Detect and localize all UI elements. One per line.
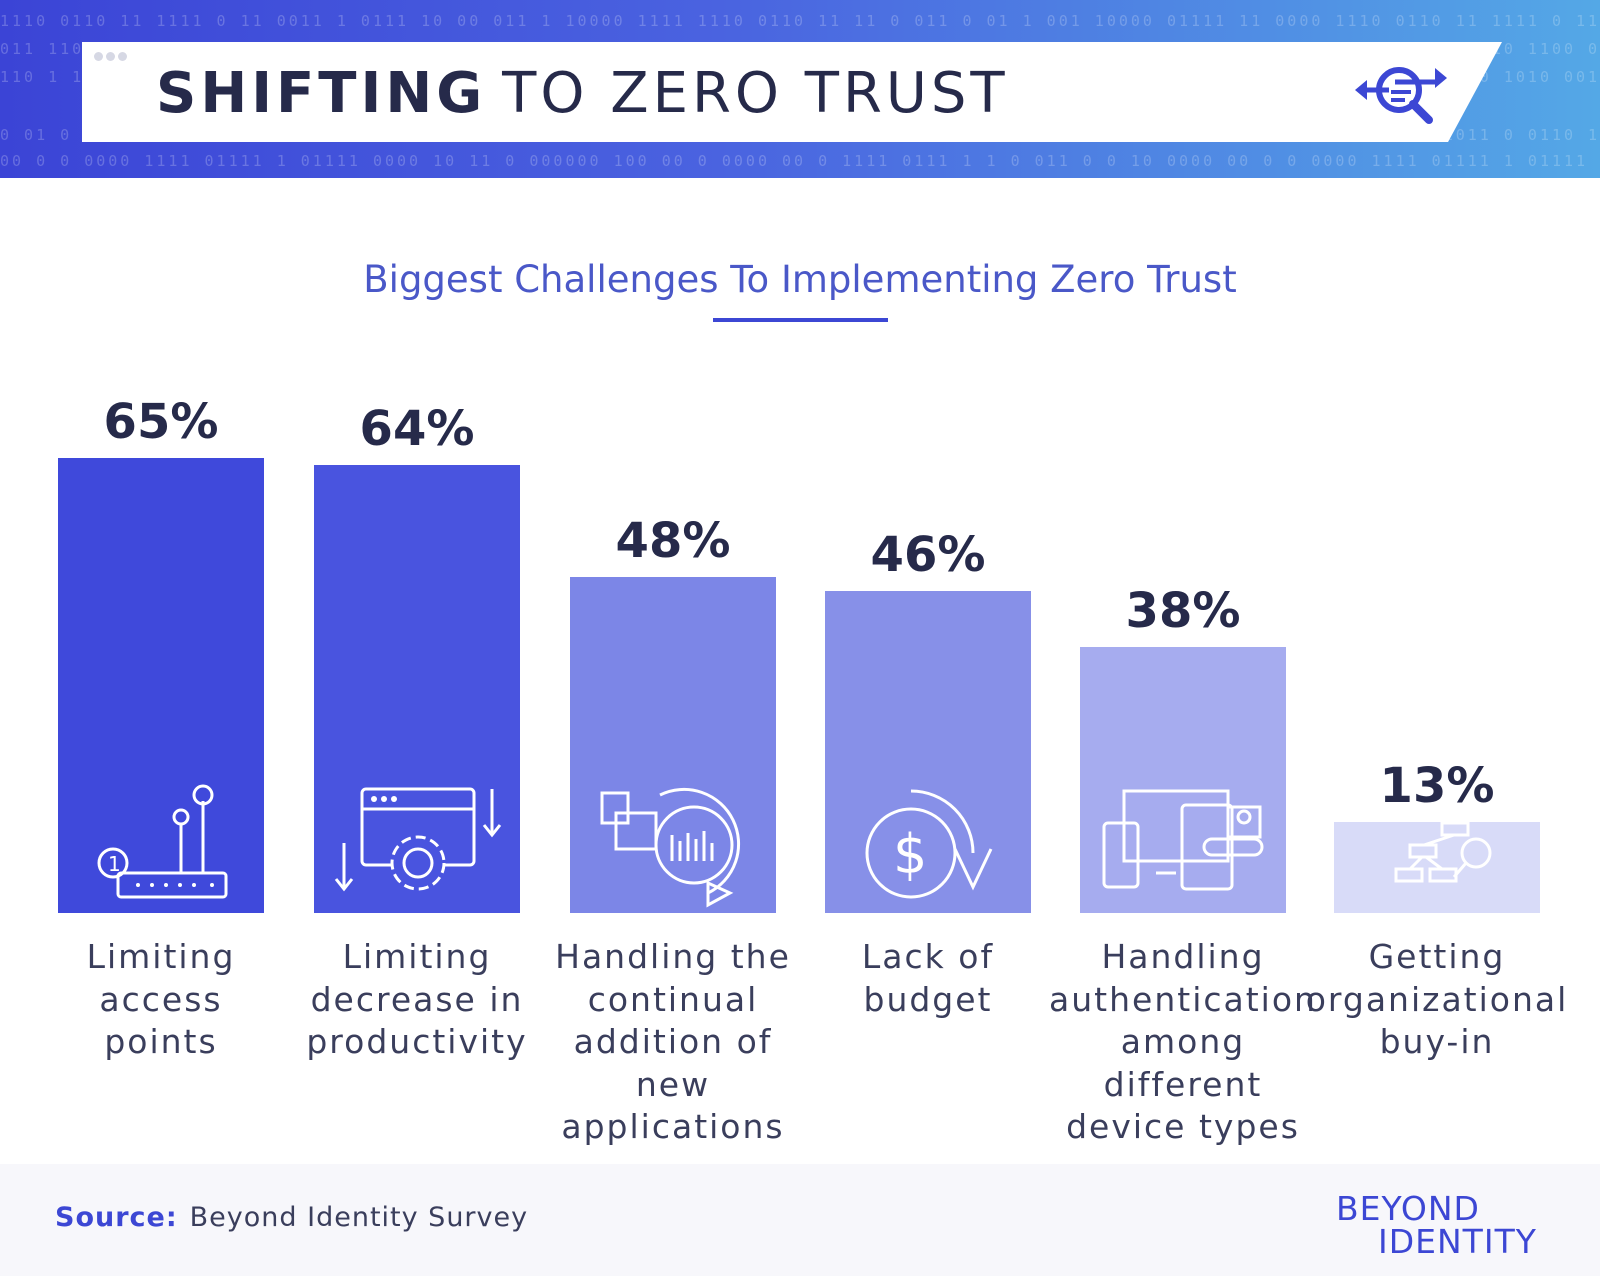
category-label: Handling the continual addition of new appl…: [538, 936, 808, 1149]
devices-icon: [1102, 789, 1264, 891]
value-label: 38%: [1125, 583, 1241, 639]
source-note: Source: Beyond Identity Survey: [55, 1202, 528, 1233]
category-label: Getting organizational buy-in: [1302, 936, 1572, 1064]
category-label-line: Lack of: [861, 937, 995, 976]
window-dots: [94, 52, 127, 61]
category-label-line: applications: [561, 1107, 785, 1146]
bar: [314, 465, 520, 913]
category-label-line: continual: [587, 979, 759, 1019]
binary-row: 00 0 0 0000 1111 01111 1 01111 0000 10 1…: [0, 152, 1600, 170]
brand-line2: IDENTITY: [1378, 1222, 1537, 1261]
source-text: Beyond Identity Survey: [189, 1202, 529, 1233]
svg-text:1: 1: [108, 852, 121, 876]
title-light: TO ZERO TRUST: [502, 61, 1009, 126]
search-magnifier-icon: [1355, 67, 1447, 124]
value-label: 46%: [870, 527, 986, 583]
category-label-line: productivity: [306, 1022, 528, 1061]
category-label-line: Limiting: [86, 937, 236, 976]
brand-logo: BEYOND IDENTITY: [1336, 1192, 1537, 1258]
title-card: SHIFTING TO ZERO TRUST: [82, 42, 1502, 142]
category-label: Handling authentication among different dev…: [1048, 936, 1318, 1149]
brand-line1: BEYOND: [1336, 1189, 1480, 1228]
category-label-line: points: [104, 1022, 218, 1061]
page-title: SHIFTING TO ZERO TRUST: [156, 64, 1009, 124]
category-label-line: decrease in: [310, 979, 524, 1019]
category-label: Limiting decrease in productivity: [282, 936, 552, 1064]
category-label-line: device types: [1066, 1107, 1300, 1146]
org-chart-search-icon: [1394, 795, 1492, 883]
title-underline: [713, 318, 888, 322]
category-label-line: among different: [1103, 1022, 1263, 1104]
bar: [1080, 647, 1286, 913]
category-label-line: organizational: [1305, 979, 1569, 1019]
bar: [570, 577, 776, 913]
value-label: 64%: [359, 401, 475, 457]
bar: [1334, 795, 1540, 913]
category-label-line: buy-in: [1379, 1022, 1495, 1061]
category-label-line: authentication: [1049, 979, 1317, 1019]
bar: 1: [58, 458, 264, 913]
source-label: Source:: [55, 1202, 178, 1233]
value-label: 48%: [615, 513, 731, 569]
chart-title: Biggest Challenges To Implementing Zero …: [363, 258, 1237, 301]
header-banner: 1110 0110 11 1111 0 11 0011 1 0111 10 00…: [0, 0, 1600, 178]
value-label: 65%: [103, 394, 219, 450]
title-bold: SHIFTING: [156, 61, 487, 126]
value-label: 13%: [1379, 758, 1495, 814]
settings-window-icon: [334, 787, 502, 892]
category-label-line: Limiting: [342, 937, 492, 976]
app-refresh-icon: [600, 787, 741, 908]
category-label-line: access: [99, 979, 223, 1019]
binary-row: 1110 0110 11 1111 0 11 0011 1 0111 10 00…: [0, 12, 1600, 30]
category-label: Lack of budget: [793, 936, 1063, 1021]
dollar-refresh-icon: $: [865, 789, 993, 899]
bar: $: [825, 591, 1031, 913]
category-label-line: budget: [863, 979, 993, 1019]
svg-text:$: $: [893, 823, 927, 886]
category-label-line: Handling: [1101, 937, 1265, 976]
category-label-line: addition of new: [573, 1022, 773, 1104]
footer: [0, 1164, 1600, 1276]
category-label: Limiting access points: [26, 936, 296, 1064]
category-label-line: Handling the: [555, 937, 791, 976]
category-label-line: Getting: [1368, 937, 1506, 976]
router-icon: 1: [97, 784, 228, 899]
